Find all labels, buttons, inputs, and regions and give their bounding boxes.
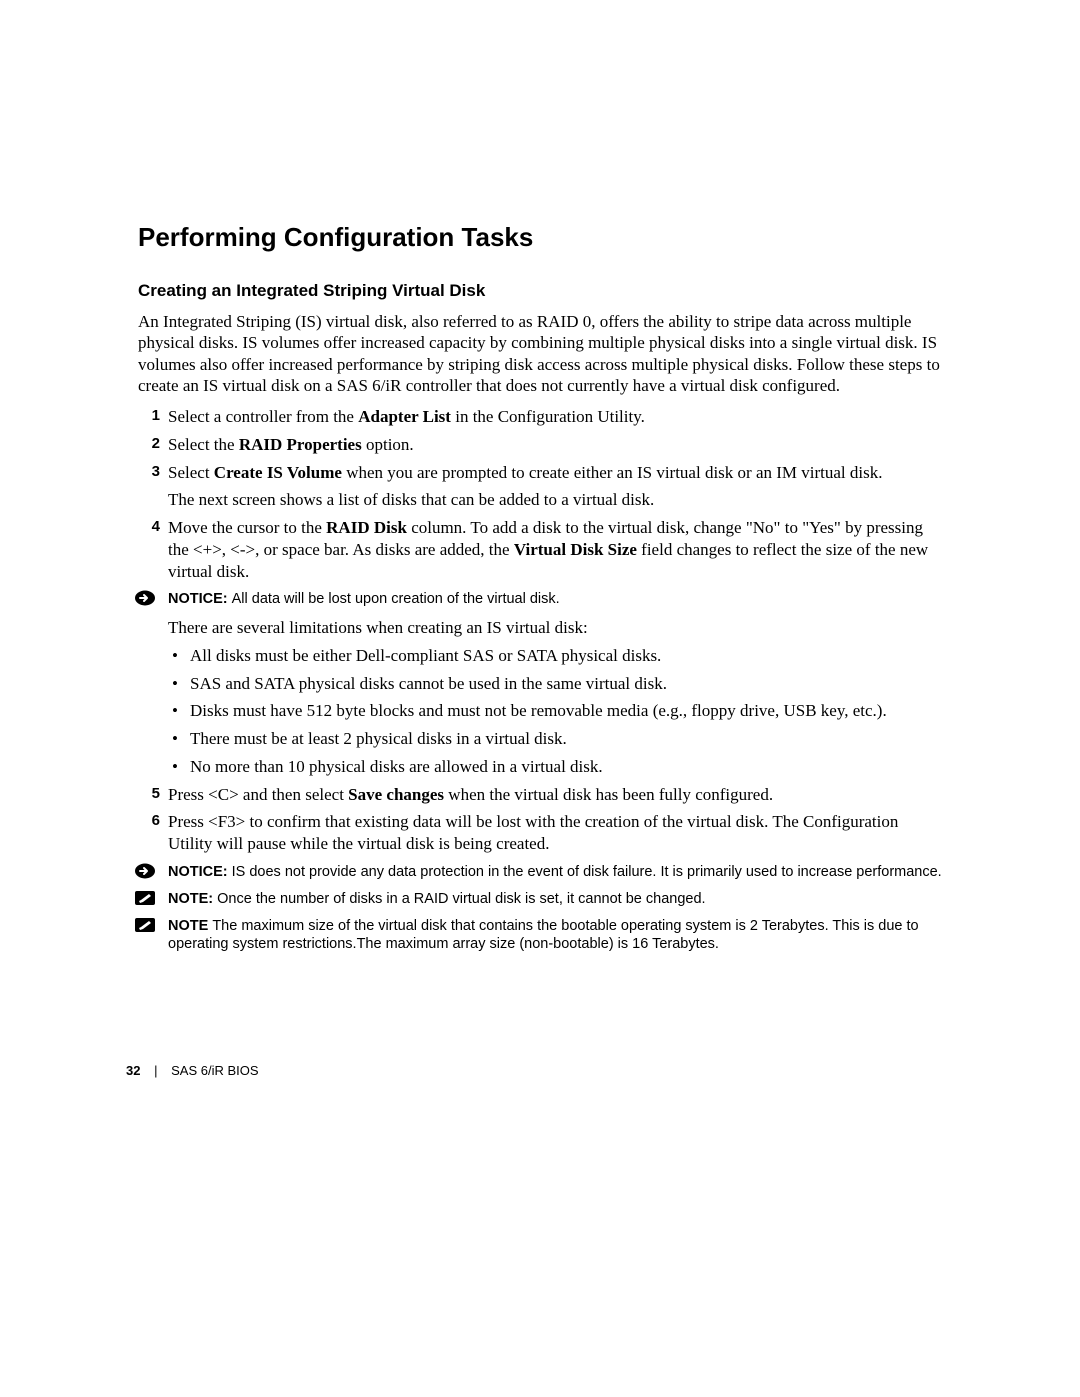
- step-text: Move the cursor to the RAID Disk column.…: [168, 518, 928, 581]
- heading-1: Performing Configuration Tasks: [138, 222, 944, 253]
- step-text: Select Create IS Volume when you are pro…: [168, 463, 882, 482]
- note-callout: NOTE The maximum size of the virtual dis…: [138, 917, 944, 955]
- list-item: SAS and SATA physical disks cannot be us…: [190, 673, 944, 695]
- step-subtext: The next screen shows a list of disks th…: [168, 489, 944, 511]
- step-number: 1: [138, 406, 160, 425]
- step-number: 6: [138, 811, 160, 830]
- page-footer: 32 | SAS 6/iR BIOS: [126, 1063, 259, 1078]
- notice-callout: NOTICE: All data will be lost upon creat…: [138, 590, 944, 609]
- footer-title: SAS 6/iR BIOS: [171, 1063, 258, 1078]
- step-2: 2 Select the RAID Properties option.: [138, 434, 944, 456]
- step-5: 5 Press <C> and then select Save changes…: [138, 784, 944, 806]
- step-number: 2: [138, 434, 160, 453]
- step-text: Select the RAID Properties option.: [168, 435, 414, 454]
- heading-2: Creating an Integrated Striping Virtual …: [138, 281, 944, 301]
- note-pencil-icon: [134, 890, 156, 906]
- step-text: Select a controller from the Adapter Lis…: [168, 407, 645, 426]
- note-text: The maximum size of the virtual disk tha…: [168, 918, 919, 953]
- note-label: NOTE: [168, 918, 212, 934]
- step-text: Press <F3> to confirm that existing data…: [168, 812, 898, 853]
- step-number: 3: [138, 462, 160, 481]
- limitations-list: All disks must be either Dell-compliant …: [138, 645, 944, 778]
- list-item: There must be at least 2 physical disks …: [190, 728, 944, 750]
- notice-callout: NOTICE: IS does not provide any data pro…: [138, 863, 944, 882]
- page-content: Performing Configuration Tasks Creating …: [138, 222, 944, 962]
- page-number: 32: [126, 1063, 140, 1078]
- notice-text: IS does not provide any data protection …: [232, 864, 942, 880]
- step-6: 6 Press <F3> to confirm that existing da…: [138, 811, 944, 855]
- note-callout: NOTE: Once the number of disks in a RAID…: [138, 890, 944, 909]
- note-pencil-icon: [134, 917, 156, 933]
- steps-list-continued: 5 Press <C> and then select Save changes…: [138, 784, 944, 855]
- footer-separator: |: [154, 1063, 157, 1078]
- notice-arrow-icon: [134, 863, 156, 879]
- limitations-intro: There are several limitations when creat…: [138, 617, 944, 639]
- notice-arrow-icon: [134, 590, 156, 606]
- steps-list: 1 Select a controller from the Adapter L…: [138, 406, 944, 582]
- step-1: 1 Select a controller from the Adapter L…: [138, 406, 944, 428]
- list-item: Disks must have 512 byte blocks and must…: [190, 700, 944, 722]
- note-label: NOTE:: [168, 891, 217, 907]
- notice-text: All data will be lost upon creation of t…: [232, 591, 560, 607]
- list-item: No more than 10 physical disks are allow…: [190, 756, 944, 778]
- list-item: All disks must be either Dell-compliant …: [190, 645, 944, 667]
- step-number: 5: [138, 784, 160, 803]
- note-text: Once the number of disks in a RAID virtu…: [217, 891, 705, 907]
- notice-label: NOTICE:: [168, 864, 232, 880]
- step-4: 4 Move the cursor to the RAID Disk colum…: [138, 517, 944, 582]
- step-3: 3 Select Create IS Volume when you are p…: [138, 462, 944, 512]
- step-text: Press <C> and then select Save changes w…: [168, 785, 773, 804]
- step-number: 4: [138, 517, 160, 536]
- notice-label: NOTICE:: [168, 591, 232, 607]
- intro-paragraph: An Integrated Striping (IS) virtual disk…: [138, 311, 944, 396]
